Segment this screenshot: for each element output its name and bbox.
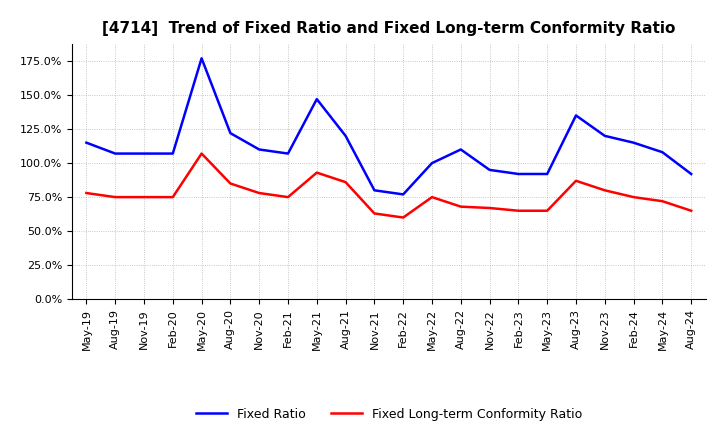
Fixed Long-term Conformity Ratio	[456, 204, 465, 209]
Fixed Long-term Conformity Ratio	[399, 215, 408, 220]
Fixed Long-term Conformity Ratio	[428, 194, 436, 200]
Fixed Ratio	[543, 171, 552, 176]
Fixed Ratio	[140, 151, 148, 156]
Fixed Ratio	[168, 151, 177, 156]
Fixed Ratio	[312, 96, 321, 102]
Fixed Ratio	[600, 133, 609, 139]
Fixed Ratio	[341, 133, 350, 139]
Fixed Long-term Conformity Ratio	[226, 181, 235, 186]
Fixed Ratio	[82, 140, 91, 145]
Fixed Ratio	[485, 167, 494, 172]
Title: [4714]  Trend of Fixed Ratio and Fixed Long-term Conformity Ratio: [4714] Trend of Fixed Ratio and Fixed Lo…	[102, 21, 675, 36]
Fixed Ratio	[226, 131, 235, 136]
Fixed Long-term Conformity Ratio	[284, 194, 292, 200]
Fixed Long-term Conformity Ratio	[370, 211, 379, 216]
Legend: Fixed Ratio, Fixed Long-term Conformity Ratio: Fixed Ratio, Fixed Long-term Conformity …	[191, 403, 587, 425]
Fixed Long-term Conformity Ratio	[255, 191, 264, 196]
Fixed Ratio	[687, 171, 696, 176]
Fixed Ratio	[456, 147, 465, 152]
Fixed Ratio	[428, 161, 436, 166]
Fixed Ratio	[284, 151, 292, 156]
Fixed Long-term Conformity Ratio	[687, 208, 696, 213]
Fixed Long-term Conformity Ratio	[312, 170, 321, 175]
Fixed Long-term Conformity Ratio	[111, 194, 120, 200]
Fixed Ratio	[111, 151, 120, 156]
Fixed Long-term Conformity Ratio	[543, 208, 552, 213]
Fixed Long-term Conformity Ratio	[82, 191, 91, 196]
Fixed Ratio	[399, 192, 408, 197]
Fixed Ratio	[629, 140, 638, 145]
Line: Fixed Ratio: Fixed Ratio	[86, 58, 691, 194]
Fixed Ratio	[572, 113, 580, 118]
Fixed Long-term Conformity Ratio	[600, 188, 609, 193]
Fixed Long-term Conformity Ratio	[485, 205, 494, 211]
Fixed Long-term Conformity Ratio	[514, 208, 523, 213]
Fixed Long-term Conformity Ratio	[629, 194, 638, 200]
Fixed Ratio	[514, 171, 523, 176]
Fixed Ratio	[197, 55, 206, 61]
Fixed Long-term Conformity Ratio	[140, 194, 148, 200]
Fixed Long-term Conformity Ratio	[197, 151, 206, 156]
Fixed Long-term Conformity Ratio	[572, 178, 580, 183]
Line: Fixed Long-term Conformity Ratio: Fixed Long-term Conformity Ratio	[86, 154, 691, 217]
Fixed Long-term Conformity Ratio	[168, 194, 177, 200]
Fixed Ratio	[255, 147, 264, 152]
Fixed Long-term Conformity Ratio	[658, 198, 667, 204]
Fixed Ratio	[370, 188, 379, 193]
Fixed Ratio	[658, 150, 667, 155]
Fixed Long-term Conformity Ratio	[341, 180, 350, 185]
